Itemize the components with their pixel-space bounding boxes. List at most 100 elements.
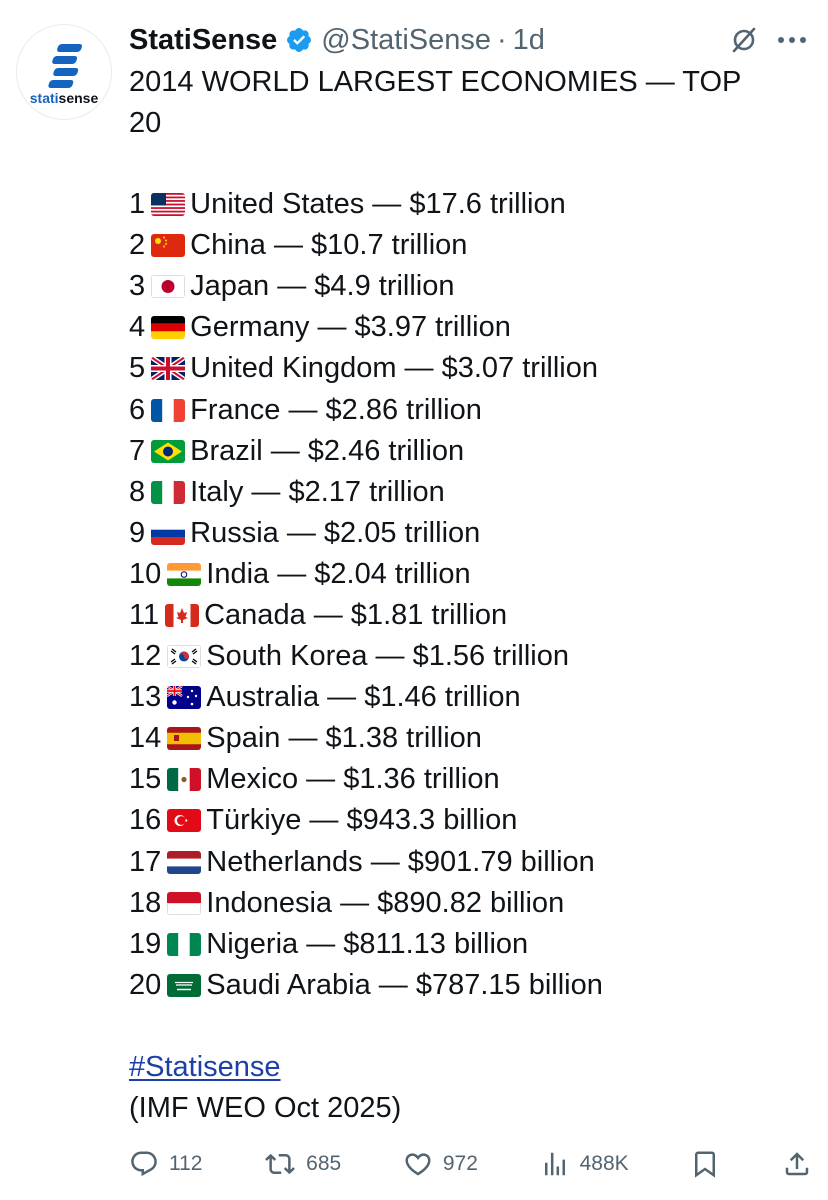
more-options-icon[interactable] [772,20,812,60]
ranking-number: 15 [129,763,162,796]
like-button[interactable]: 972 [403,1142,478,1186]
ranking-text: Italy — $2.17 trillion [190,475,445,508]
reply-count: 112 [169,1152,203,1175]
china-flag [151,234,186,258]
italy-flag [151,480,186,504]
ranking-text: Brazil — $2.46 trillion [190,434,465,467]
ranking-row: 13 Australia — $1.46 trillion [129,677,799,718]
ranking-number: 13 [129,681,162,714]
ranking-text: China — $10.7 trillion [190,229,468,262]
ranking-row: 18 Indonesia — $890.82 billion [129,883,799,924]
ranking-text: France — $2.86 trillion [190,393,482,426]
ranking-number: 8 [129,475,146,508]
ranking-text: United Kingdom — $3.07 trillion [190,352,598,385]
rankings-list: 1 United States — $17.6 trillion 2 China — … [129,184,799,1006]
ranking-number: 10 [129,557,162,590]
header-separator: · [497,24,507,56]
brazil-flag [151,439,186,463]
saudi-arabia-flag [167,973,202,997]
ranking-text: United States — $17.6 trillion [190,188,566,221]
turkiye-flag [167,809,202,833]
ranking-row: 15 Mexico — $1.36 trillion [129,759,799,800]
repost-icon [264,1149,296,1179]
ranking-row: 7 Brazil — $2.46 trillion [129,431,799,472]
ranking-text: Russia — $2.05 trillion [190,516,481,549]
post-time[interactable]: 1d [512,24,545,56]
tweet-header: StatiSense @StatiSense · 1d [129,22,545,58]
ranking-text: Japan — $4.9 trillion [190,270,455,303]
ranking-number: 16 [129,804,162,837]
ranking-row: 2 China — $10.7 trillion [129,225,799,266]
action-bar: 112 685 972 488K [129,1142,812,1186]
ranking-text: Mexico — $1.36 trillion [206,763,500,796]
avatar[interactable]: statisense [16,24,112,120]
canada-flag [165,603,200,627]
netherlands-flag [167,850,202,874]
tweet-title-line-2: 20 [129,107,162,139]
author-handle[interactable]: @StatiSense [321,24,491,56]
top-actions [724,20,812,60]
ranking-text: Nigeria — $811.13 billion [206,927,529,960]
share-icon [782,1149,812,1179]
ranking-number: 19 [129,927,162,960]
france-flag [151,398,186,422]
author-name[interactable]: StatiSense [129,24,278,56]
ranking-row: 6 France — $2.86 trillion [129,389,799,430]
ranking-text: Australia — $1.46 trillion [206,681,521,714]
avatar-logo-text-prefix: stati [30,90,59,106]
ranking-number: 17 [129,845,162,878]
reply-icon [129,1149,159,1179]
grok-icon[interactable] [724,20,764,60]
hashtag-link[interactable]: #Statisense [129,1050,281,1083]
india-flag [167,562,202,586]
ranking-row: 19 Nigeria — $811.13 billion [129,924,799,965]
statisense-logo-mark [48,44,83,88]
ranking-number: 6 [129,393,146,426]
share-button[interactable] [782,1142,812,1186]
repost-count: 685 [306,1152,342,1175]
australia-flag [167,686,202,710]
ranking-text: Indonesia — $890.82 billion [206,886,565,919]
ranking-number: 11 [129,598,160,631]
nigeria-flag [167,932,202,956]
south-korea-flag [167,645,202,669]
mexico-flag [167,768,202,792]
germany-flag [151,316,186,340]
ranking-number: 3 [129,270,146,303]
ranking-row: 3 Japan — $4.9 trillion [129,266,799,307]
ranking-row: 9 Russia — $2.05 trillion [129,513,799,554]
svg-text:statisense: statisense [30,90,99,106]
ranking-number: 1 [129,188,146,221]
ranking-row: 8 Italy — $2.17 trillion [129,472,799,513]
ranking-text: Netherlands — $901.79 billion [206,845,595,878]
ranking-row: 16 Türkiye — $943.3 billion [129,800,799,841]
ranking-number: 14 [129,722,162,755]
united-states-flag [151,193,186,217]
japan-flag [151,275,186,299]
ranking-number: 12 [129,640,162,673]
spain-flag [167,727,202,751]
like-count: 972 [442,1152,478,1175]
ranking-number: 5 [129,352,146,385]
tweet-text: 2014 WORLD LARGEST ECONOMIES — TOP 20 1 U… [129,62,799,1129]
repost-button[interactable]: 685 [264,1142,341,1186]
ranking-row: 14 Spain — $1.38 trillion [129,718,799,759]
ranking-number: 2 [129,229,146,262]
heart-icon [403,1149,433,1179]
ranking-text: Spain — $1.38 trillion [206,722,482,755]
ranking-text: South Korea — $1.56 trillion [206,640,569,673]
ranking-row: 17 Netherlands — $901.79 billion [129,842,799,883]
views-count: 488K [579,1152,629,1175]
views-button[interactable]: 488K [540,1142,629,1186]
ranking-text: Türkiye — $943.3 billion [206,804,518,837]
ranking-row: 1 United States — $17.6 trillion [129,184,799,225]
russia-flag [151,521,186,545]
verified-badge-icon[interactable] [285,26,313,54]
ranking-row: 11 Canada — $1.81 trillion [129,595,799,636]
bookmark-button[interactable] [690,1142,720,1186]
ranking-number: 9 [129,516,146,549]
reply-button[interactable]: 112 [129,1142,202,1186]
ranking-number: 18 [129,886,162,919]
ranking-text: India — $2.04 trillion [206,557,471,590]
ranking-row: 5 United Kingdom — $3.07 trillion [129,348,799,389]
